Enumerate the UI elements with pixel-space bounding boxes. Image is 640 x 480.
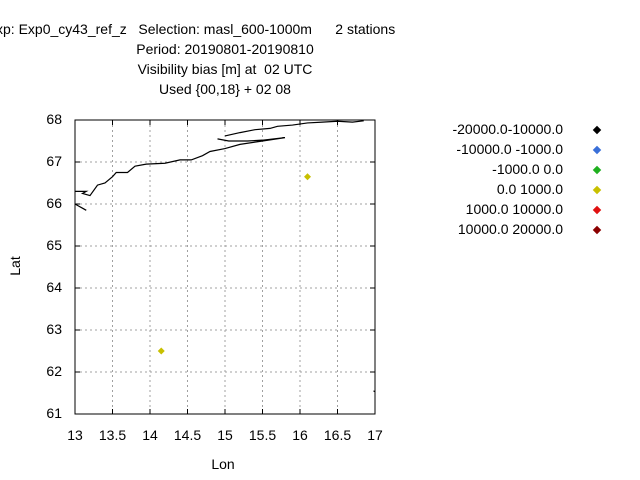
data-point — [157, 347, 165, 355]
coastline-segment — [224, 120, 364, 137]
grid-lines — [74, 119, 376, 415]
y-tick-label: 68 — [46, 111, 62, 127]
chart-title-line-2: Period: 20190801-20190810 — [136, 41, 314, 57]
legend-label: -10000.0 -1000.0 — [456, 141, 563, 157]
plot-frame — [74, 119, 376, 415]
x-tick-label: 16.5 — [323, 427, 352, 443]
coastline-segment — [74, 203, 87, 211]
y-tick-label: 67 — [46, 153, 62, 169]
y-tick-label: 63 — [46, 321, 62, 337]
y-tick-label: 62 — [46, 363, 62, 379]
x-tick-label: 15 — [217, 427, 233, 443]
chart-title-line-1: xp: Exp0_cy43_ref_z Selection: masl_600-… — [0, 21, 396, 37]
x-tick-label: 16 — [292, 427, 308, 443]
chart-title-line-3: Visibility bias [m] at 02 UTC — [137, 61, 313, 77]
x-tick-label: 13.5 — [98, 427, 127, 443]
legend-label: 10000.0 20000.0 — [457, 221, 563, 237]
y-axis-label: Lat — [7, 256, 23, 276]
y-tick-label: 64 — [46, 279, 62, 295]
legend-label: 0.0 1000.0 — [496, 181, 563, 197]
legend-label: 1000.0 10000.0 — [465, 201, 563, 217]
y-tick-label: 66 — [46, 195, 62, 211]
x-tick-label: 13 — [67, 427, 83, 443]
x-axis-label: Lon — [211, 456, 235, 472]
coastline-segment — [75, 137, 286, 197]
legend-label: -20000.0-10000.0 — [452, 121, 563, 137]
x-tick-label: 14.5 — [173, 427, 202, 443]
x-tick-label: 15.5 — [248, 427, 277, 443]
data-point — [304, 173, 311, 181]
chart-title-line-4: Used {00,18} + 02 08 — [159, 81, 291, 97]
legend-label: -1000.0 0.0 — [492, 161, 563, 177]
x-tick-label: 14 — [142, 427, 158, 443]
y-tick-label: 61 — [46, 405, 62, 421]
data-points — [157, 173, 311, 355]
x-tick-label: 17 — [367, 427, 383, 443]
coastline — [74, 120, 376, 393]
y-tick-label: 65 — [46, 237, 62, 253]
